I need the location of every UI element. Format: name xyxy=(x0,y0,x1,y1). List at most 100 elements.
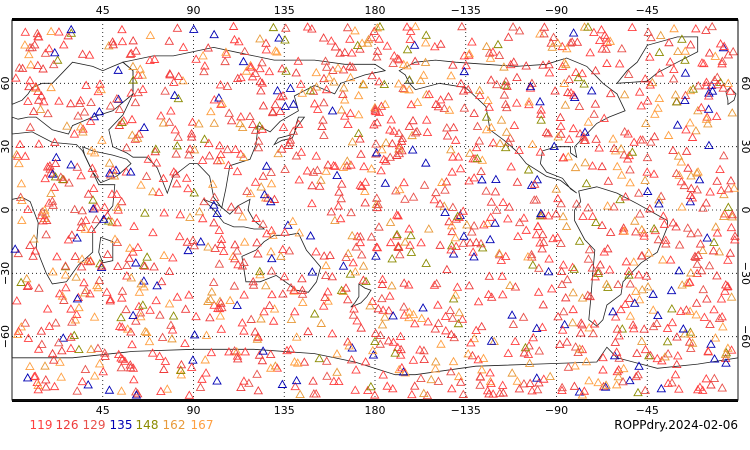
observation-marker xyxy=(624,293,635,302)
observation-marker xyxy=(336,179,347,188)
observation-marker xyxy=(544,68,555,77)
observation-marker xyxy=(346,355,357,364)
observation-marker xyxy=(611,347,622,356)
observation-marker xyxy=(157,332,168,341)
observation-marker xyxy=(553,193,563,203)
observation-marker xyxy=(150,146,161,156)
observation-marker xyxy=(117,322,127,331)
observation-marker xyxy=(453,318,464,328)
observation-marker xyxy=(410,21,421,31)
observation-marker xyxy=(402,60,412,70)
observation-marker xyxy=(267,289,277,299)
observation-marker xyxy=(41,229,51,239)
observation-marker xyxy=(593,377,603,387)
observation-marker xyxy=(712,228,723,237)
observation-marker xyxy=(608,306,618,316)
observation-marker xyxy=(268,22,279,32)
observation-marker xyxy=(226,115,237,125)
observation-marker xyxy=(20,318,31,327)
observation-marker xyxy=(156,276,167,286)
observation-marker xyxy=(28,106,39,116)
observation-marker xyxy=(440,207,450,217)
observation-marker xyxy=(671,221,681,231)
observation-marker xyxy=(441,176,452,186)
observation-marker xyxy=(433,101,444,111)
observation-marker xyxy=(436,339,446,348)
observation-marker xyxy=(717,383,728,392)
observation-marker xyxy=(559,78,570,87)
observation-marker xyxy=(595,260,606,269)
observation-marker xyxy=(462,219,472,229)
observation-marker xyxy=(442,131,453,140)
left-latitude-tick-label: −60 xyxy=(0,325,12,348)
observation-marker xyxy=(406,247,417,256)
observation-marker xyxy=(569,92,580,102)
observation-marker xyxy=(639,231,649,240)
observation-marker xyxy=(514,217,525,227)
observation-marker xyxy=(289,285,299,294)
observation-marker xyxy=(234,36,244,46)
observation-marker xyxy=(593,268,604,277)
observation-marker xyxy=(395,249,405,259)
observation-marker xyxy=(237,261,248,270)
observation-marker xyxy=(536,208,546,218)
observation-marker xyxy=(307,198,317,208)
legend-item-148: 148 xyxy=(136,418,159,432)
observation-marker xyxy=(406,99,417,109)
observation-marker xyxy=(112,202,123,211)
observation-marker xyxy=(50,158,61,168)
observation-marker xyxy=(439,103,450,113)
observation-marker xyxy=(97,135,107,144)
observation-marker xyxy=(498,388,509,397)
left-latitude-tick-label: 60 xyxy=(0,76,12,90)
observation-marker xyxy=(681,305,692,314)
coastline-path xyxy=(398,57,626,194)
observation-marker xyxy=(72,162,83,171)
observation-marker xyxy=(111,189,122,198)
observation-marker xyxy=(66,304,76,313)
observation-marker xyxy=(321,356,332,365)
observation-marker xyxy=(505,59,516,69)
observation-marker xyxy=(556,266,567,276)
observation-marker xyxy=(718,322,728,331)
observation-marker xyxy=(319,130,329,139)
observation-marker xyxy=(659,219,670,228)
observation-marker xyxy=(293,56,304,65)
observation-marker xyxy=(55,357,65,366)
observation-marker xyxy=(634,87,645,96)
observation-marker xyxy=(178,42,189,51)
observation-marker xyxy=(584,244,595,254)
observation-marker xyxy=(113,65,123,74)
observation-marker xyxy=(116,312,126,322)
observation-marker xyxy=(633,369,643,379)
observation-marker xyxy=(348,257,358,267)
observation-marker xyxy=(397,362,407,372)
observation-marker xyxy=(311,82,322,91)
observation-marker xyxy=(627,147,638,156)
observation-marker xyxy=(506,162,516,171)
observation-marker xyxy=(268,230,278,239)
observation-marker xyxy=(671,359,682,369)
observation-marker xyxy=(409,40,420,49)
observation-marker xyxy=(63,30,73,40)
bottom-longitude-tick-label: 90 xyxy=(187,404,201,417)
observation-marker xyxy=(144,336,155,346)
observation-marker xyxy=(407,130,417,140)
observation-marker xyxy=(703,346,713,355)
observation-marker xyxy=(39,96,49,106)
observation-marker xyxy=(297,289,308,298)
observation-marker xyxy=(534,346,545,355)
observation-marker xyxy=(527,386,537,395)
observation-marker xyxy=(121,304,131,314)
observation-marker xyxy=(655,30,666,40)
observation-marker xyxy=(405,34,415,43)
observation-marker xyxy=(568,304,578,314)
observation-marker xyxy=(99,348,110,357)
observation-marker xyxy=(166,320,176,329)
observation-marker xyxy=(442,123,452,132)
observation-marker xyxy=(685,39,696,49)
observation-marker xyxy=(492,79,502,89)
observation-marker xyxy=(268,316,279,325)
observation-marker xyxy=(510,282,521,291)
observation-marker xyxy=(524,97,534,106)
